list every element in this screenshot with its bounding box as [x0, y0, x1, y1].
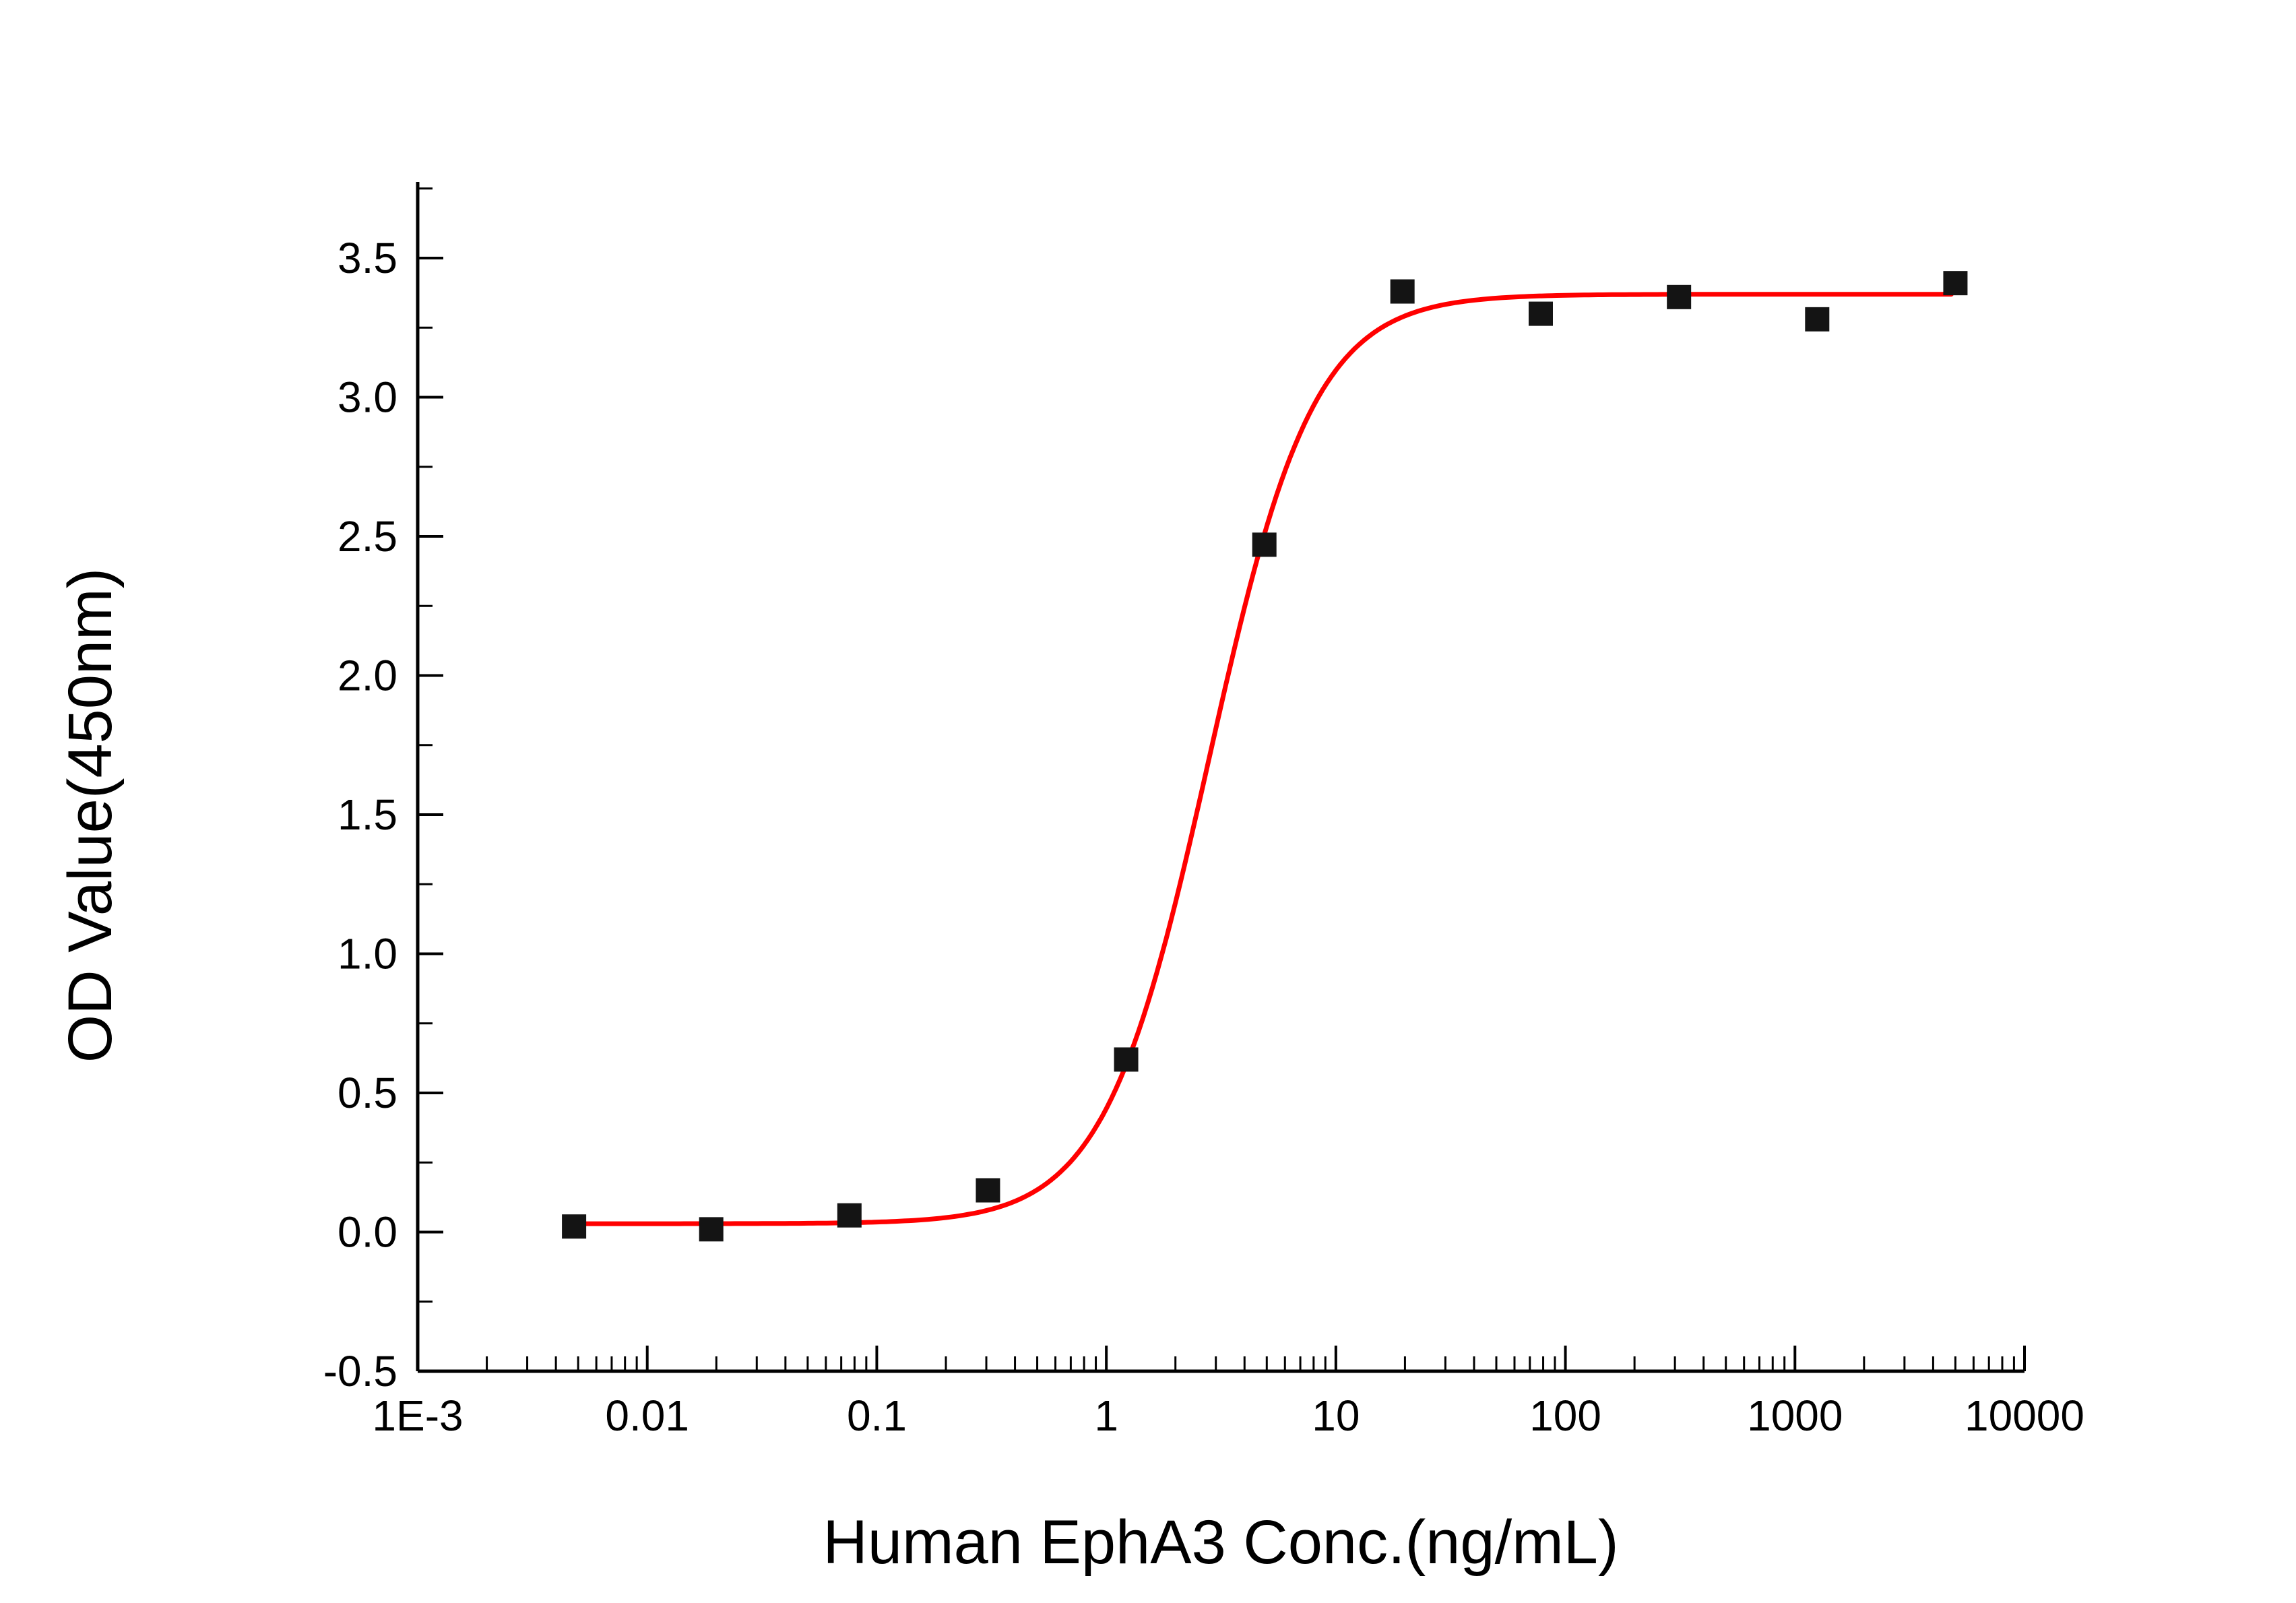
- x-axis-ticks: 1E-3 0.01 0.1 1 10 100 1000 10000: [372, 1346, 2084, 1440]
- axes: [416, 182, 2024, 1373]
- y-tick-label: 3.5: [338, 234, 397, 282]
- x-tick-label: 1000: [1747, 1391, 1843, 1440]
- data-point: [1390, 279, 1415, 304]
- x-axis-label: Human EphA3 Conc.(ng/mL): [823, 1508, 1618, 1577]
- data-point: [1805, 307, 1830, 332]
- x-tick-label: 0.01: [605, 1391, 689, 1440]
- x-tick-label: 10000: [1965, 1391, 2084, 1440]
- x-tick-label: 1: [1094, 1391, 1118, 1440]
- data-point: [837, 1203, 862, 1228]
- fit-curve: [571, 292, 1954, 1226]
- data-point: [1943, 271, 1968, 296]
- y-tick-label: 2.5: [338, 512, 397, 561]
- y-axis-label: OD Value(450nm): [56, 568, 125, 1063]
- y-tick-label: 0.0: [338, 1208, 397, 1257]
- y-axis-ticks: -0.5 0.0 0.5 1.0 1.5 2.0 2.5 3.0 3.5: [323, 187, 443, 1395]
- y-tick-label: 1.0: [338, 930, 397, 978]
- y-tick-label: -0.5: [323, 1347, 397, 1395]
- x-tick-label: 100: [1529, 1391, 1601, 1440]
- data-point: [562, 1214, 587, 1239]
- data-point: [976, 1178, 1000, 1203]
- y-tick-label: 3.0: [338, 373, 397, 422]
- y-tick-label: 2.0: [338, 652, 397, 700]
- x-tick-label: 0.1: [847, 1391, 907, 1440]
- x-tick-label: 10: [1312, 1391, 1360, 1440]
- y-tick-label: 0.5: [338, 1069, 397, 1117]
- data-point: [1667, 284, 1692, 309]
- data-points: [562, 271, 1968, 1242]
- data-point: [1252, 532, 1277, 557]
- y-tick-label: 1.5: [338, 790, 397, 839]
- data-point: [699, 1217, 724, 1242]
- data-point: [1114, 1047, 1139, 1072]
- data-point: [1528, 301, 1553, 326]
- x-tick-label: 1E-3: [372, 1391, 463, 1440]
